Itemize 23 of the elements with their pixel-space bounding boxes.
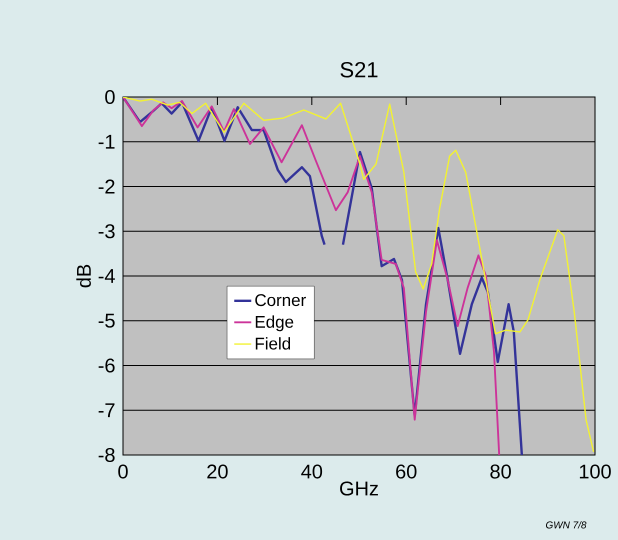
y-tick-label: -2 — [98, 180, 114, 194]
line-series — [123, 96, 594, 453]
y-tick-label: -6 — [98, 358, 115, 373]
y-tick-label: -3 — [98, 224, 115, 238]
legend-label: Corner — [255, 294, 306, 306]
y-tick-label: 0 — [105, 90, 115, 104]
y-tick-label: -5 — [98, 314, 115, 328]
chart-title: S21 — [340, 62, 378, 78]
legend-label: Field — [256, 337, 290, 350]
y-tick-label: -4 — [98, 269, 115, 283]
y-tick-label: -8 — [98, 448, 115, 462]
x-tick-label: 80 — [490, 464, 511, 479]
x-axis-title: GHz — [340, 481, 378, 496]
y-axis-title: dB — [76, 264, 91, 288]
y-tick-label: -1 — [98, 134, 115, 149]
x-tick-label: 100 — [580, 464, 611, 479]
x-tick-label: 40 — [301, 464, 322, 479]
x-tick-label: 0 — [118, 464, 128, 479]
legend-label: Edge — [256, 315, 294, 332]
y-tick-label: -7 — [98, 403, 114, 418]
x-tick-label: 20 — [207, 464, 228, 479]
text: GWN 7/8 — [546, 521, 586, 528]
x-tick-label: 60 — [396, 464, 416, 479]
